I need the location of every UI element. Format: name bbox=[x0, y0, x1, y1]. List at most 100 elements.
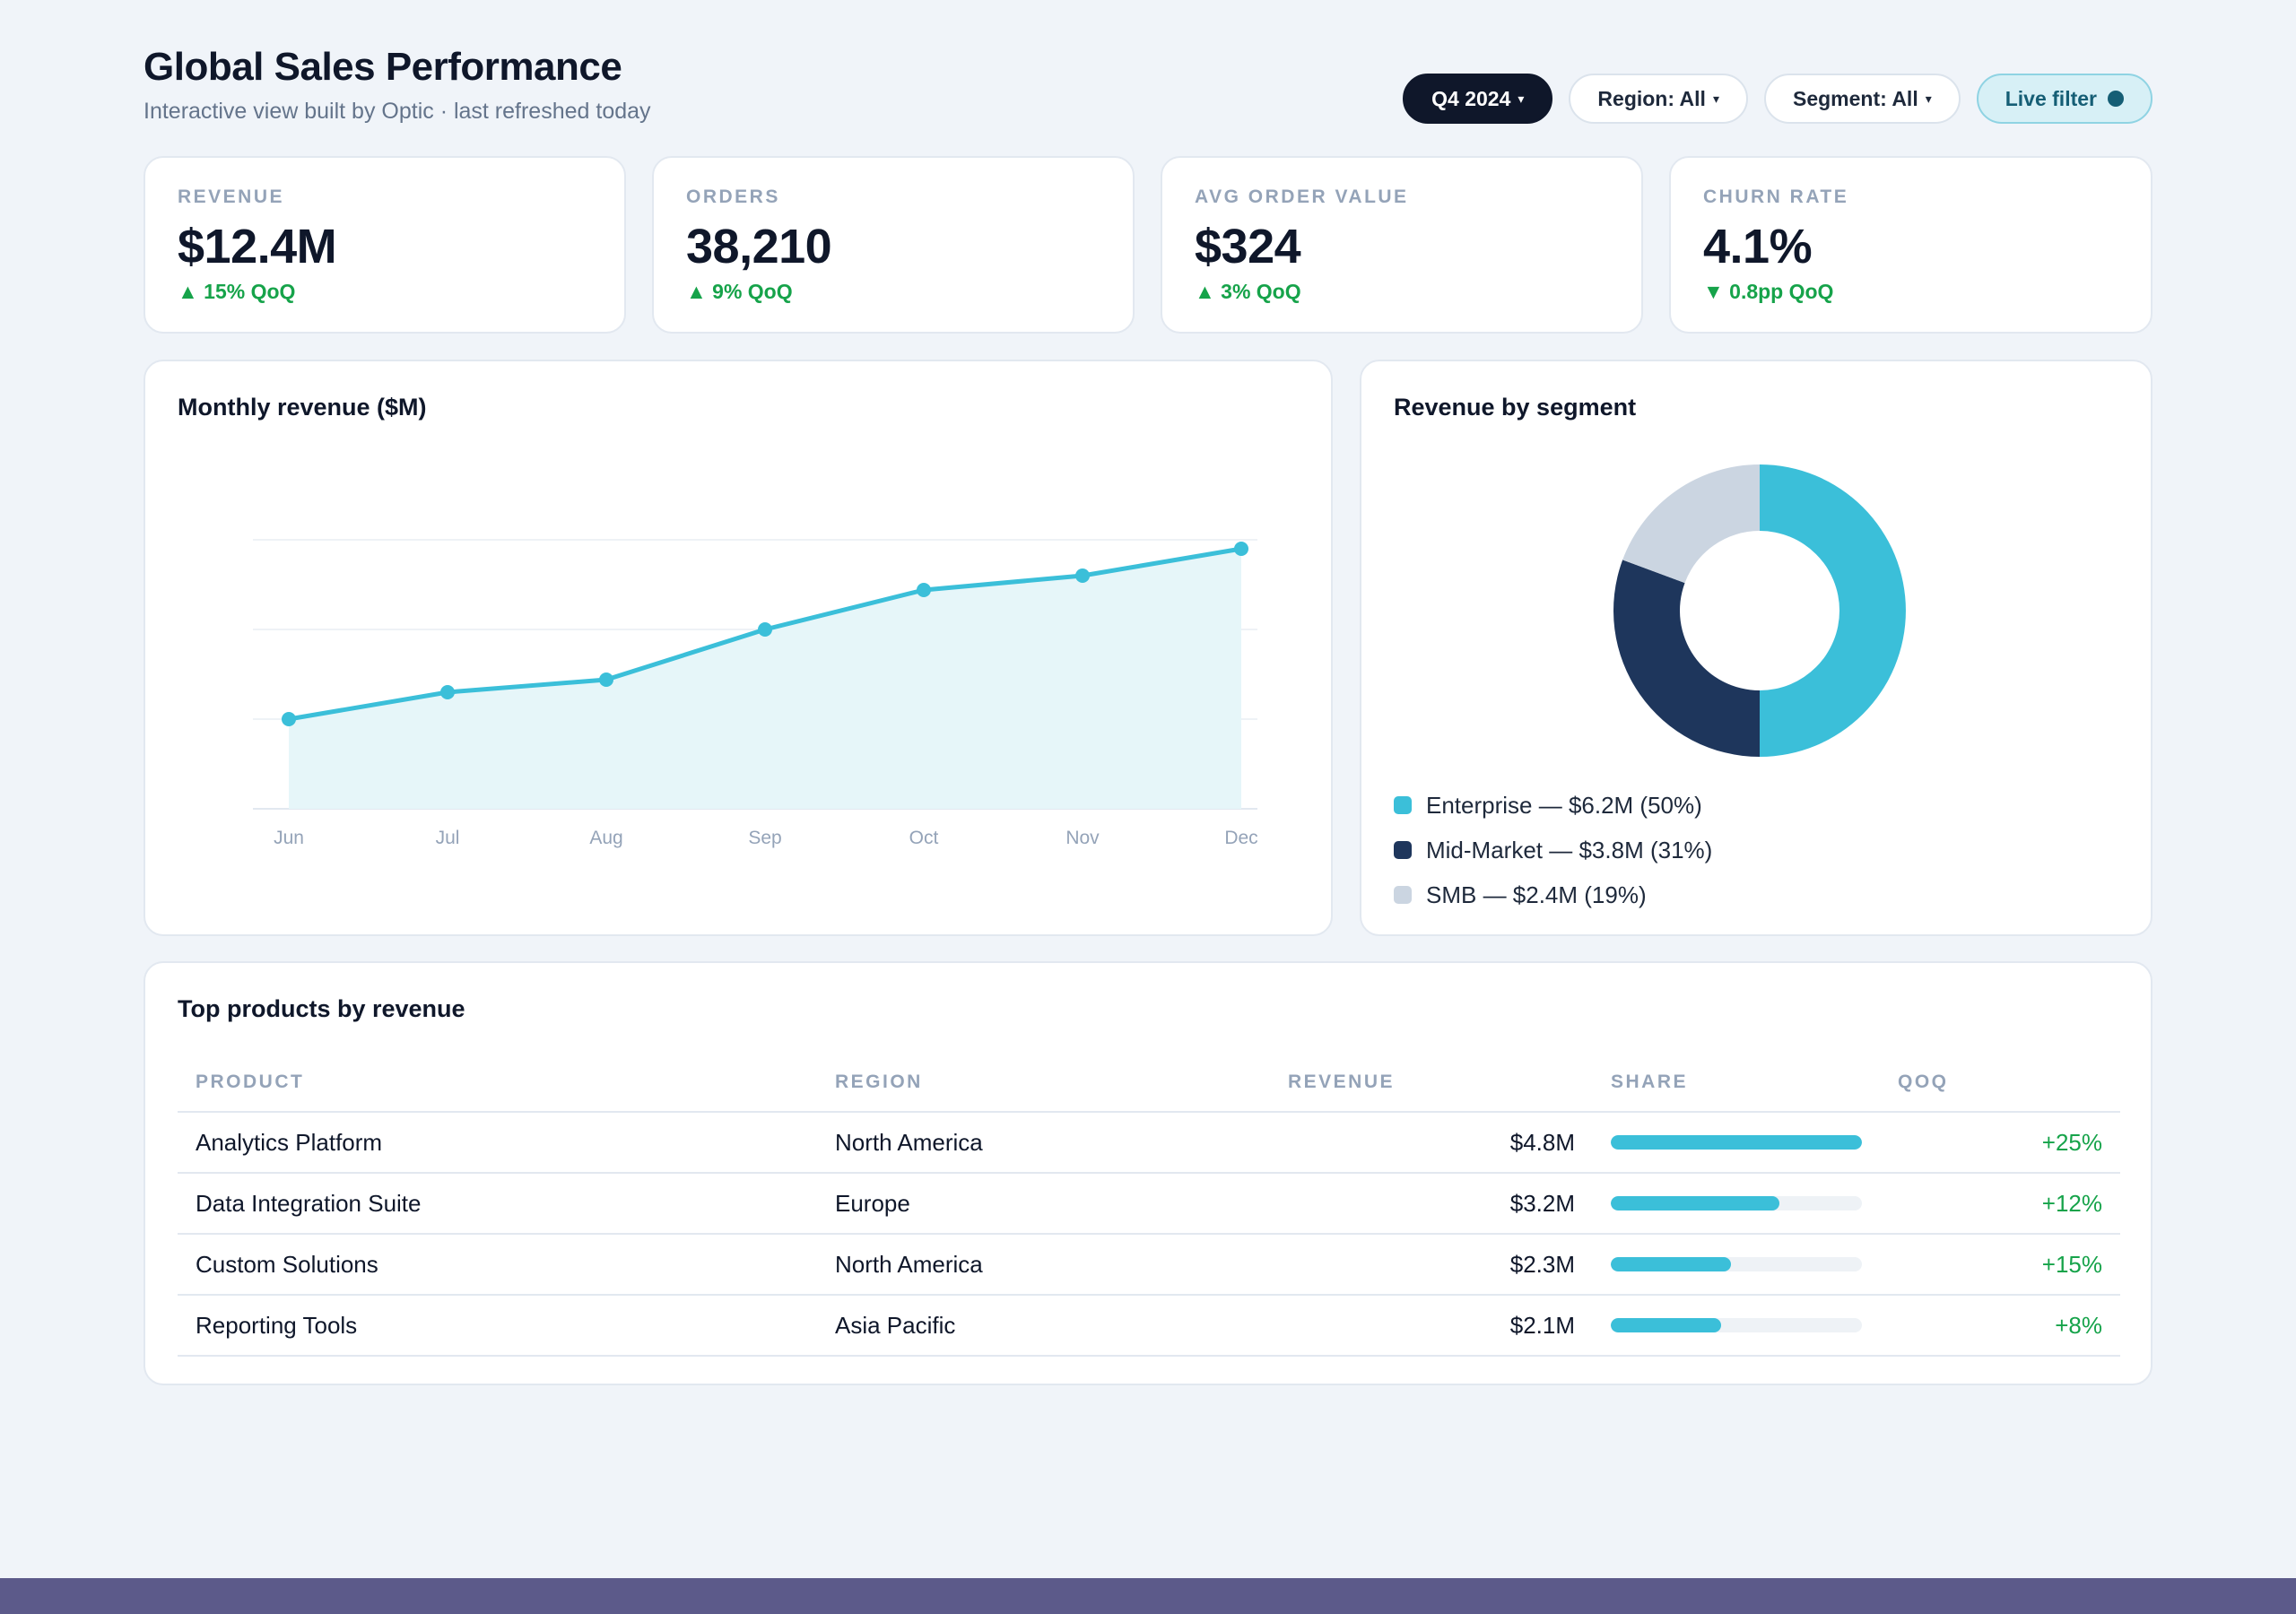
product-qoq: +12% bbox=[1880, 1173, 2120, 1235]
segment-filter-button[interactable]: Segment: All ▾ bbox=[1763, 74, 1961, 124]
kpi-label: ORDERS bbox=[686, 187, 780, 207]
kpi-card-avg-order-value: AVG ORDER VALUE $324 ▲ 3% QoQ bbox=[1161, 156, 1643, 334]
chevron-down-icon: ▾ bbox=[1712, 91, 1719, 106]
x-tick-label: Aug bbox=[589, 828, 622, 848]
kpi-value: 4.1% bbox=[1703, 220, 1813, 273]
revenue-by-segment-title: Revenue by segment bbox=[1394, 394, 1637, 421]
page-title: Global Sales Performance bbox=[144, 45, 622, 89]
donut-slice-enterprise[interactable] bbox=[1760, 464, 1906, 757]
kpi-value: $324 bbox=[1195, 220, 1301, 273]
table-row[interactable]: Analytics Platform North America $4.8M +25% bbox=[178, 1112, 2120, 1174]
kpi-value: 38,210 bbox=[686, 220, 832, 273]
chevron-down-icon: ▾ bbox=[1518, 91, 1525, 106]
revenue-by-segment-card: Revenue by segment Enterprise — $6.2M (5… bbox=[1360, 360, 2152, 936]
revenue-area bbox=[289, 549, 1241, 809]
legend-label: Enterprise — $6.2M (50%) bbox=[1426, 791, 1702, 819]
revenue-point-oct[interactable] bbox=[917, 583, 931, 597]
kpi-label: REVENUE bbox=[178, 187, 285, 207]
kpi-delta: ▲ 9% QoQ bbox=[686, 280, 793, 303]
share-bar-track bbox=[1611, 1135, 1862, 1150]
region-filter-button[interactable]: Region: All ▾ bbox=[1569, 74, 1748, 124]
product-region: North America bbox=[817, 1234, 1270, 1296]
product-share bbox=[1593, 1173, 1880, 1235]
donut-slice-smb[interactable] bbox=[1622, 464, 1760, 584]
share-bar-fill bbox=[1611, 1318, 1722, 1332]
top-products-title: Top products by revenue bbox=[178, 995, 465, 1022]
monthly-revenue-title: Monthly revenue ($M) bbox=[178, 394, 427, 421]
chevron-down-icon: ▾ bbox=[1925, 91, 1932, 106]
product-region: Asia Pacific bbox=[817, 1295, 1270, 1357]
x-tick-label: Dec bbox=[1224, 828, 1257, 848]
kpi-card-orders: ORDERS 38,210 ▲ 9% QoQ bbox=[652, 156, 1135, 334]
segment-filter-label: Segment: All bbox=[1792, 86, 1918, 110]
table-row[interactable]: Custom Solutions North America $2.3M +15% bbox=[178, 1234, 2120, 1296]
legend-swatch bbox=[1394, 841, 1412, 859]
x-tick-label: Jul bbox=[436, 828, 460, 848]
table-header-row: PRODUCT REGION REVENUE SHARE QOQ bbox=[178, 1053, 2120, 1113]
x-tick-label: Oct bbox=[909, 828, 939, 848]
period-filter-label: Q4 2024 bbox=[1431, 86, 1511, 110]
product-revenue: $4.8M bbox=[1270, 1112, 1593, 1174]
column-header-qoq[interactable]: QOQ bbox=[1880, 1053, 2120, 1113]
product-qoq: +15% bbox=[1880, 1234, 2120, 1296]
top-products-card: Top products by revenue PRODUCT REGION R… bbox=[144, 961, 2152, 1385]
legend-item-smb: SMB — $2.4M (19%) bbox=[1394, 872, 1712, 917]
share-bar-fill bbox=[1611, 1196, 1779, 1210]
product-name: Custom Solutions bbox=[178, 1234, 817, 1296]
table-row[interactable]: Reporting Tools Asia Pacific $2.1M +8% bbox=[178, 1295, 2120, 1357]
product-qoq: +25% bbox=[1880, 1112, 2120, 1174]
product-region: North America bbox=[817, 1112, 1270, 1174]
column-header-revenue[interactable]: REVENUE bbox=[1270, 1053, 1593, 1113]
live-filter-label: Live filter bbox=[2005, 86, 2097, 110]
table-row[interactable]: Data Integration Suite Europe $3.2M +12% bbox=[178, 1173, 2120, 1235]
product-name: Analytics Platform bbox=[178, 1112, 817, 1174]
legend-label: Mid-Market — $3.8M (31%) bbox=[1426, 836, 1713, 863]
footer-band bbox=[0, 1578, 2296, 1614]
revenue-point-nov[interactable] bbox=[1075, 568, 1090, 583]
legend-swatch bbox=[1394, 886, 1412, 904]
kpi-delta: ▼ 0.8pp QoQ bbox=[1703, 280, 1834, 303]
share-bar-fill bbox=[1611, 1257, 1732, 1271]
region-filter-label: Region: All bbox=[1597, 86, 1706, 110]
kpi-label: AVG ORDER VALUE bbox=[1195, 187, 1409, 207]
legend-swatch bbox=[1394, 796, 1412, 814]
kpi-value: $12.4M bbox=[178, 220, 337, 273]
live-filter-toggle[interactable]: Live filter bbox=[1976, 74, 2152, 124]
monthly-revenue-card: Monthly revenue ($M) Jun Jul Aug Sep Oct Nov D… bbox=[144, 360, 1333, 936]
share-bar-fill bbox=[1611, 1135, 1862, 1150]
product-name: Data Integration Suite bbox=[178, 1173, 817, 1235]
share-bar-track bbox=[1611, 1257, 1862, 1271]
x-tick-label: Sep bbox=[748, 828, 781, 848]
product-region: Europe bbox=[817, 1173, 1270, 1235]
revenue-point-jun[interactable] bbox=[282, 712, 296, 726]
segment-legend: Enterprise — $6.2M (50%) Mid-Market — $3… bbox=[1394, 783, 1712, 917]
product-share bbox=[1593, 1112, 1880, 1174]
page-subtitle: Interactive view built by Optic · last r… bbox=[144, 99, 651, 124]
product-share bbox=[1593, 1234, 1880, 1296]
revenue-point-dec[interactable] bbox=[1234, 542, 1248, 556]
kpi-delta: ▲ 3% QoQ bbox=[1195, 280, 1301, 303]
product-qoq: +8% bbox=[1880, 1295, 2120, 1357]
monthly-revenue-chart: Jun Jul Aug Sep Oct Nov Dec bbox=[253, 539, 1258, 848]
product-revenue: $2.3M bbox=[1270, 1234, 1593, 1296]
donut-slice-mid-market[interactable] bbox=[1613, 560, 1760, 757]
kpi-delta: ▲ 15% QoQ bbox=[178, 280, 296, 303]
column-header-region[interactable]: REGION bbox=[817, 1053, 1270, 1113]
share-bar-track bbox=[1611, 1196, 1862, 1210]
column-header-share[interactable]: SHARE bbox=[1593, 1053, 1880, 1113]
product-share bbox=[1593, 1295, 1880, 1357]
product-revenue: $3.2M bbox=[1270, 1173, 1593, 1235]
segment-donut-chart bbox=[1613, 464, 1906, 757]
kpi-label: CHURN RATE bbox=[1703, 187, 1849, 207]
product-revenue: $2.1M bbox=[1270, 1295, 1593, 1357]
column-header-product[interactable]: PRODUCT bbox=[178, 1053, 817, 1113]
period-filter-button[interactable]: Q4 2024 ▾ bbox=[1403, 74, 1553, 124]
revenue-point-aug[interactable] bbox=[599, 672, 613, 687]
revenue-point-sep[interactable] bbox=[758, 622, 772, 637]
x-tick-label: Jun bbox=[274, 828, 304, 848]
x-tick-label: Nov bbox=[1065, 828, 1100, 848]
kpi-card-churn-rate: CHURN RATE 4.1% ▼ 0.8pp QoQ bbox=[1669, 156, 2152, 334]
revenue-point-jul[interactable] bbox=[440, 685, 455, 699]
product-name: Reporting Tools bbox=[178, 1295, 817, 1357]
legend-item-enterprise: Enterprise — $6.2M (50%) bbox=[1394, 783, 1712, 828]
